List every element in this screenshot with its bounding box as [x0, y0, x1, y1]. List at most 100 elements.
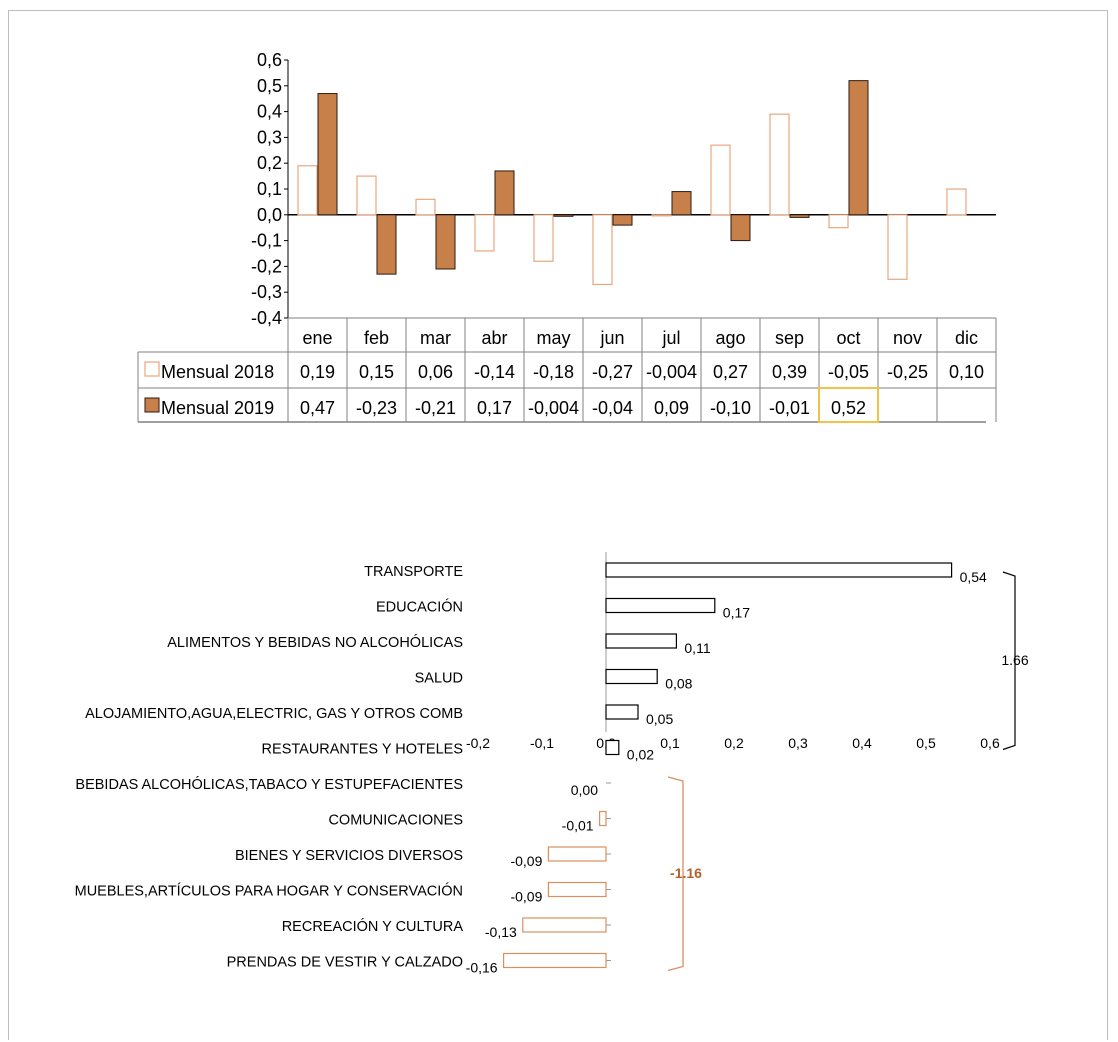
month-label: oct	[836, 328, 860, 348]
value-2018: 0,15	[359, 362, 394, 382]
bar-2019-jun	[612, 214, 633, 226]
month-label: sep	[775, 328, 804, 348]
category-label: RESTAURANTES Y HOTELES	[262, 742, 463, 758]
value-label: -0,09	[510, 889, 542, 905]
legend-key-2018	[144, 361, 160, 377]
category-label: SALUD	[415, 671, 463, 687]
category-label: PRENDAS DE VESTIR Y CALZADO	[227, 955, 463, 971]
category-label: BIENES Y SERVICIOS DIVERSOS	[235, 848, 463, 864]
month-label: dic	[955, 328, 978, 348]
legend-key-2019	[144, 397, 160, 413]
month-label: abr	[481, 328, 507, 348]
y-tick-label: 0,1	[257, 179, 282, 199]
monthly-inflation-chart: 0,6 0,5 0,4 0,3 0,2 0,1 0,0 -0,1 -0,2 -0,3 -0,4 ene…	[137, 50, 997, 423]
bar-educaci-n	[605, 597, 716, 614]
category-label: EDUCACIÓN	[376, 599, 463, 616]
x-tick-label: 0,3	[788, 735, 808, 751]
bar-2019-ene	[317, 93, 338, 216]
bar-salud	[605, 668, 658, 685]
month-label: mar	[420, 328, 451, 348]
bar-bienes-y-servicios-diversos	[547, 846, 607, 862]
bar-2019-jul	[671, 191, 692, 216]
x-tick-label: 0,2	[724, 735, 744, 751]
bar-2019-may	[553, 214, 574, 217]
value-2019: -0,23	[356, 398, 397, 418]
bar-2018-dic	[946, 188, 967, 216]
highlight-cell	[818, 387, 879, 423]
bar-prendas-de-vestir-y-calzado	[503, 952, 607, 969]
month-label: feb	[364, 328, 389, 348]
value-2019: -0,004	[528, 398, 579, 418]
value-label: 0,17	[723, 605, 750, 621]
value-label: 0,54	[960, 569, 987, 585]
division-contribution-chart: -0,2-0,10,00,10,20,30,40,50,6TRANSPORTE0…	[75, 552, 1029, 976]
value-2019: -0,21	[415, 398, 456, 418]
value-2018: 0,06	[418, 362, 453, 382]
bar-2018-may	[533, 214, 554, 262]
bar-2018-abr	[474, 214, 495, 252]
bar-2019-abr	[494, 170, 515, 216]
value-label: 0,02	[627, 747, 654, 763]
value-label: 0,00	[571, 782, 598, 798]
bar-2019-feb	[376, 214, 397, 275]
bar-transporte	[605, 562, 953, 578]
category-label: BEBIDAS ALCOHÓLICAS,TABACO Y ESTUPEFACIE…	[75, 776, 463, 793]
value-2018: -0,25	[887, 362, 928, 382]
value-2018: 0,27	[713, 362, 748, 382]
positive-brace	[1002, 571, 1016, 751]
value-2019: 0,09	[654, 398, 689, 418]
bar-2018-oct	[828, 214, 849, 229]
category-label: ALIMENTOS Y BEBIDAS NO ALCOHÓLICAS	[167, 634, 463, 651]
figure-frame	[8, 10, 1108, 1040]
month-label: nov	[893, 328, 922, 348]
y-tick-label: 0,0	[257, 205, 282, 225]
value-2018: 0,19	[300, 362, 335, 382]
month-label: ago	[715, 328, 745, 348]
x-tick-label: -0,2	[466, 735, 490, 751]
category-label: COMUNICACIONES	[328, 813, 463, 829]
y-tick-label: 0,3	[257, 127, 282, 147]
series-label-2018: Mensual 2018	[161, 362, 274, 382]
series-label-2019: Mensual 2019	[161, 398, 274, 418]
value-label: -0,09	[510, 853, 542, 869]
bar-2018-feb	[356, 175, 377, 216]
month-label: jul	[661, 328, 680, 348]
x-tick-label: -0,1	[530, 735, 554, 751]
bar-2019-mar	[435, 214, 456, 270]
value-2018: -0,004	[646, 362, 697, 382]
value-label: -0,13	[485, 924, 517, 940]
value-2018: -0,14	[474, 362, 515, 382]
bar-2018-jul	[651, 214, 672, 217]
value-2019: 0,47	[300, 398, 335, 418]
y-tick-label: -0,2	[251, 256, 282, 276]
x-tick-label: 0,6	[980, 735, 1000, 751]
value-2018: 0,10	[949, 362, 984, 382]
y-tick-label: -0,4	[251, 308, 282, 328]
bar-2018-nov	[887, 214, 908, 280]
bar-2018-sep	[769, 113, 790, 216]
category-label: ALOJAMIENTO,AGUA,ELECTRIC, GAS Y OTROS C…	[85, 706, 463, 722]
bar-2018-ago	[710, 144, 731, 216]
bar-2018-ene	[297, 165, 318, 216]
value-2019: -0,10	[710, 398, 751, 418]
negative-total: -1.16	[670, 865, 702, 881]
value-label: 0,05	[646, 711, 673, 727]
y-tick-label: -0,1	[251, 231, 282, 251]
y-tick-label: -0,3	[251, 282, 282, 302]
value-2018: -0,05	[828, 362, 869, 382]
bar-alojamiento-agua-electric-gas-y-otros-comb	[605, 704, 639, 720]
value-2018: -0,27	[592, 362, 633, 382]
value-2019: -0,01	[769, 398, 810, 418]
bar-2018-jun	[592, 214, 613, 286]
x-tick-label: 0,4	[852, 735, 872, 751]
y-tick-label: 0,2	[257, 153, 282, 173]
month-label: ene	[302, 328, 332, 348]
bar-comunicaciones	[598, 810, 607, 827]
value-2018: -0,18	[533, 362, 574, 382]
negative-brace	[667, 776, 684, 972]
bar-2019-sep	[789, 214, 810, 218]
positive-total: 1.66	[1001, 652, 1028, 668]
x-tick-label: 0,5	[916, 735, 936, 751]
bar-muebles-art-culos-para-hogar-y-conservaci-n	[547, 881, 607, 898]
y-tick-label: 0,6	[257, 50, 282, 70]
